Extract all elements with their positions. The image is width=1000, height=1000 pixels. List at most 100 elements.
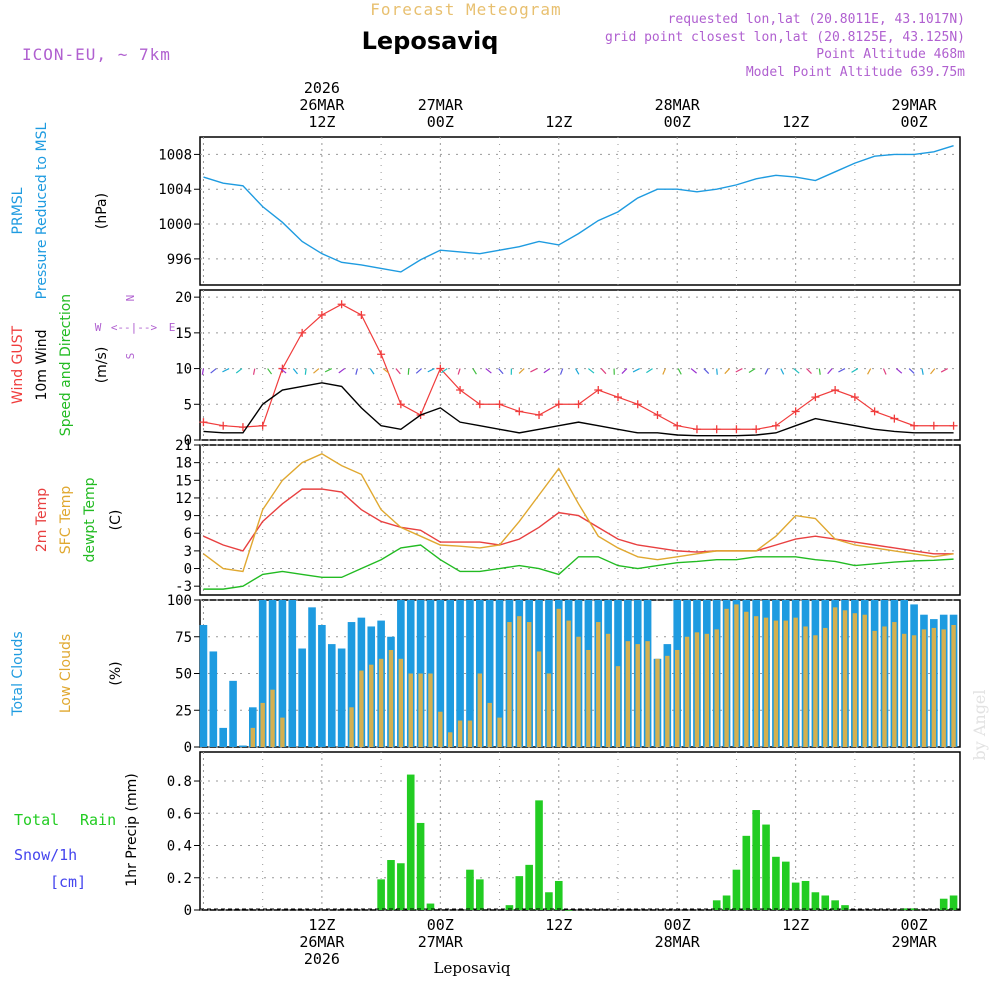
low-cloud-bar — [556, 608, 561, 747]
top-time-label: 12Z — [782, 113, 809, 131]
total-cloud-bar — [209, 651, 218, 747]
bottom-time-label: 26MAR — [299, 933, 345, 951]
panel-frame — [199, 289, 961, 441]
chart-subtitle: Forecast Meteogram — [370, 0, 561, 19]
rain-bar — [416, 822, 425, 910]
total-cloud-bar — [288, 600, 297, 747]
direction-arrow — [382, 368, 390, 374]
direction-arrow — [440, 368, 448, 374]
direction-arrow — [530, 368, 538, 373]
panel-label: Speed and Direction — [58, 294, 74, 436]
y-tick-label: 0.4 — [167, 839, 192, 855]
y-tick-label: 0 — [184, 433, 192, 449]
low-cloud-bar — [507, 622, 512, 747]
direction-arrow — [677, 368, 682, 375]
bottom-time-label: 12Z — [782, 916, 809, 934]
total-cloud-bar — [249, 707, 257, 747]
direction-arrow — [748, 368, 756, 374]
gust-point — [870, 407, 879, 416]
y-tick-label: 1000 — [158, 217, 192, 233]
low-cloud-bar — [645, 641, 650, 747]
low-cloud-bar — [842, 610, 848, 747]
gust-point — [890, 414, 899, 423]
rain-bar — [821, 895, 830, 910]
low-cloud-bar — [655, 658, 660, 747]
dewpt-series-line — [203, 544, 954, 590]
sfc-temp-series-line — [203, 453, 954, 573]
total-cloud-bar — [466, 600, 474, 747]
low-cloud-bar — [931, 627, 937, 747]
rain-bar — [397, 863, 405, 910]
gust-point — [594, 386, 603, 394]
gust-point — [752, 425, 761, 434]
chart-title: Leposaviq — [362, 27, 499, 55]
direction-arrow — [280, 368, 287, 374]
rain-bar — [466, 869, 474, 910]
direction-arrow — [793, 368, 800, 374]
top-time-label: 27MAR — [418, 96, 464, 114]
low-cloud-bar — [684, 636, 690, 747]
gust-point — [317, 311, 326, 319]
top-time-label: 28MAR — [655, 96, 701, 114]
direction-arrow — [621, 368, 628, 374]
requested-location: requested lon,lat (20.8011E, 43.1017N) — [668, 12, 965, 27]
y-tick-label: 75 — [175, 630, 192, 646]
low-cloud-bar — [517, 616, 522, 747]
direction-arrow — [427, 368, 435, 373]
low-cloud-bar — [823, 627, 828, 747]
bottom-time-label: 28MAR — [655, 933, 701, 951]
gust-point — [910, 421, 919, 430]
direction-arrow — [457, 368, 461, 375]
top-time-label: 12Z — [308, 113, 335, 131]
gust-point — [574, 400, 583, 409]
low-cloud-bar — [526, 622, 532, 747]
low-cloud-bar — [665, 655, 670, 747]
low-cloud-bar — [378, 658, 384, 747]
low-cloud-bar — [398, 658, 404, 747]
model-point-altitude: Model Point Altitude 639.75m — [746, 65, 965, 80]
direction-arrow — [632, 368, 640, 373]
y-tick-label: 1008 — [158, 147, 192, 163]
top-time-label: 26MAR — [299, 96, 345, 114]
low-cloud-bar — [862, 614, 867, 747]
panel-frame — [199, 136, 961, 286]
direction-arrow — [355, 368, 359, 375]
low-cloud-bar — [803, 626, 808, 747]
low-cloud-bar — [438, 711, 443, 747]
precip-axis-label: 1hr Precip (mm) — [124, 773, 140, 886]
low-cloud-bar — [596, 622, 601, 747]
low-cloud-bar — [763, 617, 769, 747]
direction-arrow — [222, 368, 230, 373]
total-cloud-bar — [337, 648, 346, 747]
bottom-time-label: 00Z — [901, 916, 928, 934]
panel-precipitation — [194, 751, 961, 911]
rain-bar — [949, 895, 958, 910]
direction-arrow — [235, 368, 243, 374]
low-cloud-bar — [615, 666, 621, 747]
rain-bar — [811, 892, 820, 910]
gust-point — [771, 421, 780, 430]
gust-point — [238, 423, 247, 432]
low-cloud-bar — [359, 670, 364, 747]
credit-watermark: by Angel — [970, 689, 989, 760]
low-cloud-bar — [260, 702, 265, 747]
low-cloud-bar — [744, 611, 749, 747]
direction-arrow — [543, 368, 551, 374]
pressure-series-line — [203, 145, 954, 273]
rain-bar — [515, 876, 524, 910]
low-cloud-bar — [852, 613, 858, 747]
rain-bar — [841, 905, 849, 910]
gust-point — [791, 407, 800, 416]
gust-point — [554, 400, 563, 409]
gust-point — [475, 400, 484, 409]
low-cloud-bar — [487, 702, 492, 747]
low-cloud-bar — [625, 641, 631, 747]
direction-arrow — [735, 368, 743, 373]
low-cloud-bar — [724, 608, 729, 747]
y-tick-label: 6 — [184, 526, 192, 542]
bottom-time-label: 00Z — [664, 916, 691, 934]
total-cloud-bar — [199, 624, 208, 747]
low-cloud-bar — [911, 635, 917, 747]
panel-pressure — [194, 136, 961, 286]
rain-bar — [900, 908, 909, 910]
